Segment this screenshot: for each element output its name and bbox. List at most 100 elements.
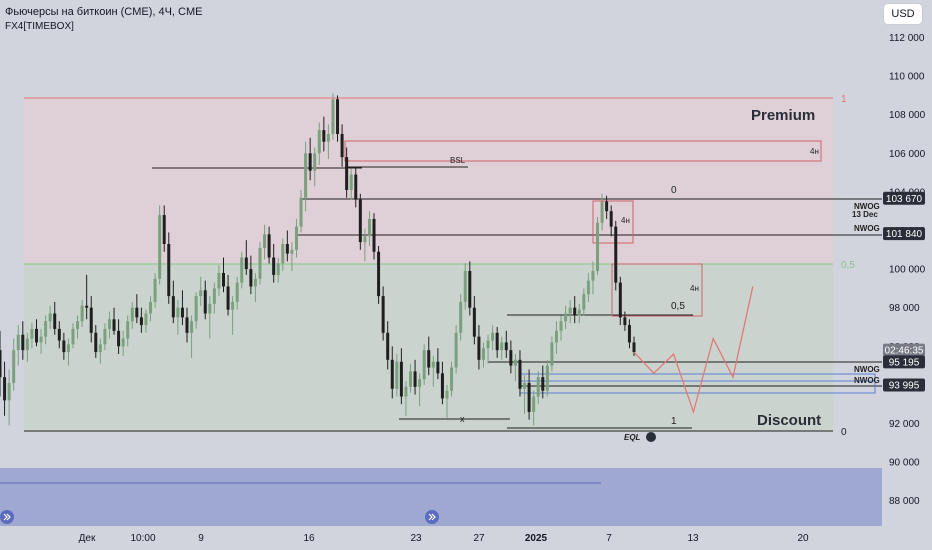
candle-body — [422, 350, 426, 380]
candle-body — [627, 325, 631, 343]
fvg-box-top — [344, 140, 822, 162]
candle-body — [541, 377, 545, 391]
candle-body — [568, 307, 572, 314]
candle-body — [573, 307, 577, 316]
y-tick-label: 100 000 — [889, 265, 926, 276]
candle-body — [367, 218, 371, 237]
candle-body — [117, 330, 121, 347]
candle-body — [354, 174, 358, 200]
candle-body — [194, 296, 198, 322]
candle-body — [103, 328, 107, 345]
candle-body — [57, 328, 61, 341]
price-tag-label: 93 995 — [889, 380, 920, 391]
candle-body — [180, 307, 184, 318]
y-tick-label: 106 000 — [889, 149, 926, 160]
y-tick-label: 108 000 — [889, 110, 926, 121]
candle-body — [89, 307, 93, 333]
candle-body — [62, 340, 66, 353]
candle-body — [285, 244, 289, 254]
box-4h-label-1: 4н — [810, 147, 819, 156]
candle-body — [582, 294, 586, 310]
candle-body — [381, 296, 385, 333]
candle-body — [16, 334, 20, 351]
candle-body — [340, 134, 344, 158]
candle-body — [313, 153, 317, 171]
candle-body — [459, 301, 463, 333]
candle-body — [121, 338, 125, 347]
candle-body — [112, 319, 116, 331]
candle-body — [290, 249, 294, 254]
price-tag — [883, 355, 925, 369]
nwog-label-4: NWOG — [854, 376, 880, 385]
candle-body — [509, 350, 513, 366]
box-4h-label-3: 4н — [690, 284, 699, 293]
fib-1-label: 1 — [841, 94, 847, 105]
price-tag — [883, 227, 925, 241]
candle-body — [445, 390, 449, 399]
candle-body — [294, 226, 298, 250]
x-tick-label: Дек — [79, 533, 96, 544]
x-tick-label: 9 — [198, 533, 204, 544]
candle-body — [586, 280, 590, 295]
candle-body — [596, 222, 600, 272]
candle-body — [336, 99, 340, 134]
candle-body — [545, 365, 549, 391]
time-axis[interactable]: Дек 10:00 9 16 23 27 2025 7 13 20 — [79, 533, 809, 544]
price-tag — [883, 191, 925, 205]
candle-body — [217, 272, 221, 289]
candle-body — [171, 296, 175, 318]
fib-05-label: 0,5 — [841, 260, 855, 271]
price-tag — [883, 378, 925, 392]
eql-icon — [646, 432, 656, 442]
candle-body — [440, 373, 444, 399]
candle-body — [263, 234, 267, 248]
candle-body — [404, 386, 408, 397]
candle-body — [468, 271, 472, 308]
candle-body — [139, 317, 143, 326]
candle-body — [409, 371, 413, 387]
candle-body — [413, 371, 417, 387]
candle-body — [281, 244, 285, 264]
candle-body — [614, 226, 618, 283]
nwog-date-label: 13 Dec — [852, 210, 878, 219]
discount-label: Discount — [757, 412, 821, 429]
nwog-label-2: NWOG — [854, 224, 880, 233]
y-tick-label: 90 000 — [889, 458, 920, 469]
candle-body — [48, 313, 52, 322]
candle-body — [317, 130, 321, 154]
x-tick-label: 23 — [410, 533, 422, 544]
candle-body — [80, 305, 84, 322]
candle-body — [500, 342, 504, 351]
candle-body — [190, 321, 194, 333]
candle-body — [221, 272, 225, 287]
currency-button[interactable]: USD — [884, 4, 922, 24]
y-tick-label: 92 000 — [889, 419, 920, 430]
y-tick-label: 112 000 — [889, 33, 925, 44]
candle-body — [185, 317, 189, 333]
x-tick-label: 16 — [303, 533, 315, 544]
candle-body — [76, 321, 80, 329]
candle-body — [299, 197, 303, 227]
candle-body — [158, 215, 162, 279]
x-tick-label: 7 — [606, 533, 612, 544]
candle-body — [377, 251, 381, 297]
candle-body — [322, 130, 326, 142]
small-05-label: 0,5 — [671, 301, 685, 312]
candle-body — [94, 332, 98, 353]
replay-icon-mid-glyph — [428, 513, 436, 521]
candle-body — [135, 307, 139, 318]
candles-layer — [0, 93, 636, 426]
candle-body — [600, 201, 604, 223]
candle-body — [564, 313, 568, 322]
small-1-label: 1 — [671, 416, 677, 427]
candle-body — [372, 218, 376, 252]
candle-body — [395, 361, 399, 389]
candle-body — [518, 359, 522, 389]
candle-body — [349, 174, 353, 190]
candle-body — [226, 286, 230, 310]
price-tag — [883, 343, 925, 357]
candle-body — [463, 271, 467, 302]
